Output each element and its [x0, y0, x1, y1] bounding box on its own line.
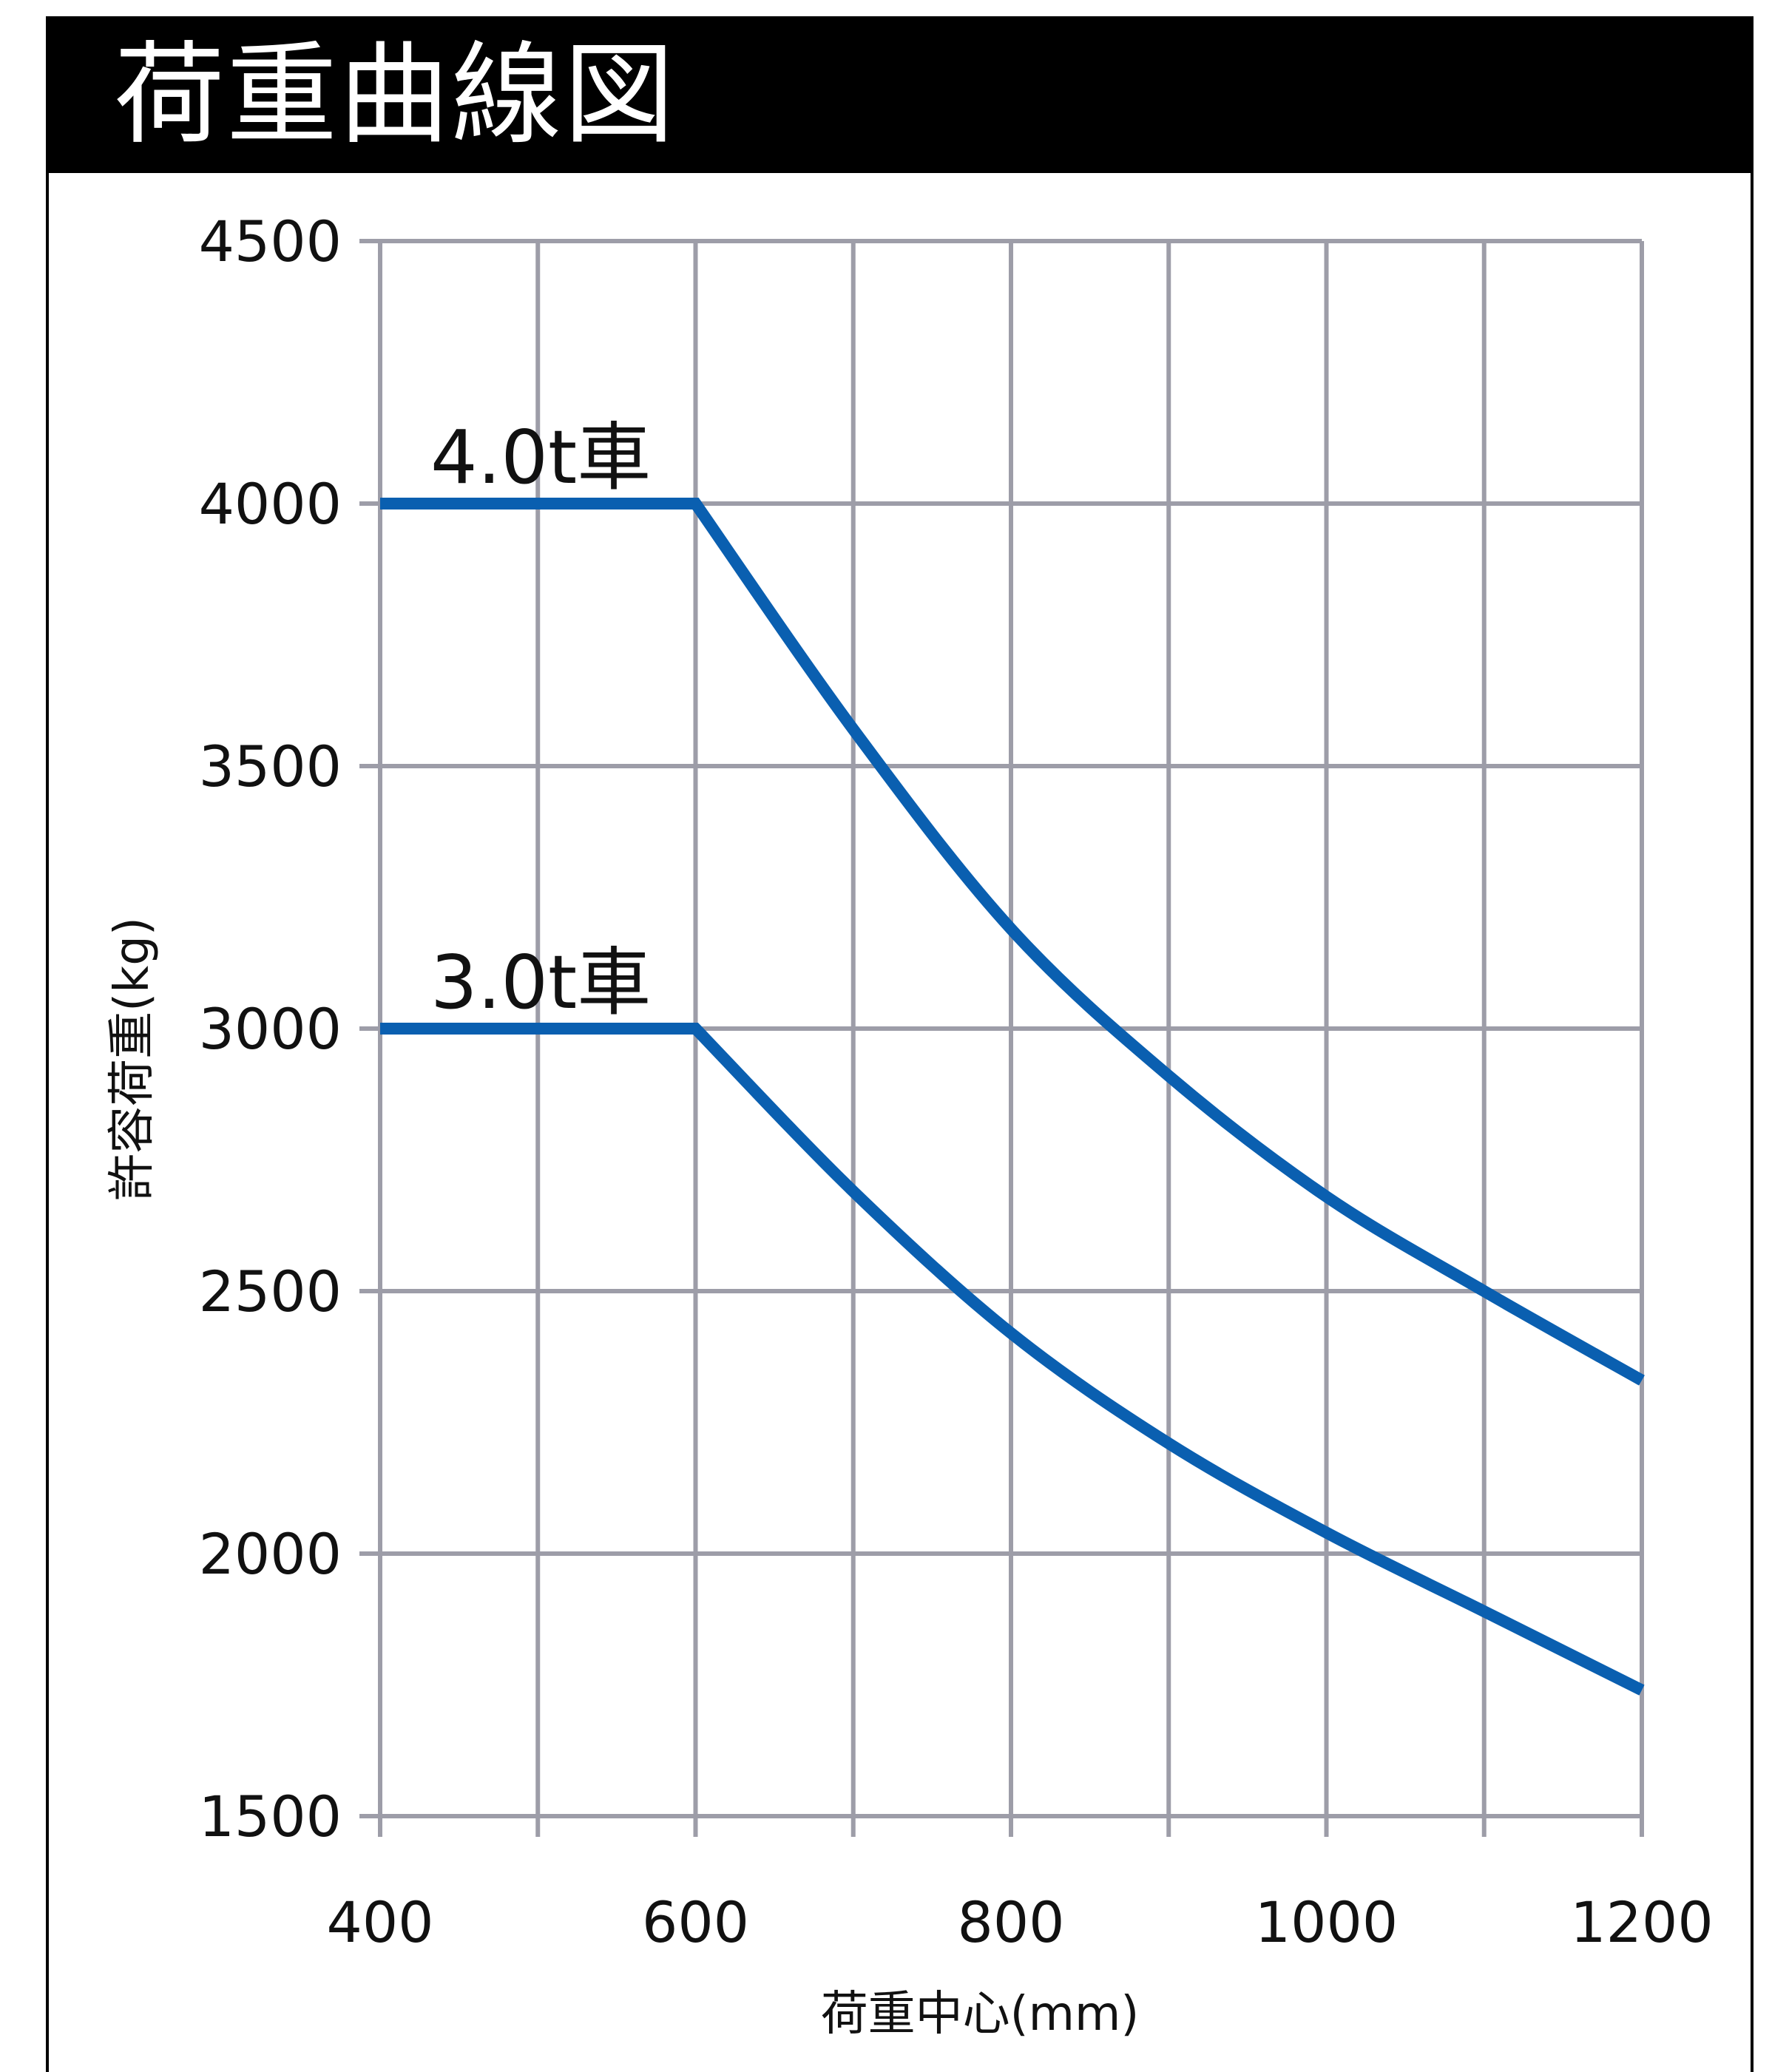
y-tick-label: 2000: [199, 1521, 342, 1587]
chart-title: 荷重曲線図: [114, 31, 677, 160]
y-tick-label: 4500: [199, 209, 342, 274]
y-tick-label: 3500: [199, 734, 342, 799]
y-tick-label: 4000: [199, 471, 342, 537]
series-lines: [380, 498, 1645, 1696]
chart-frame: 荷重曲線図: [46, 16, 1754, 2072]
x-tick-label: 1000: [1255, 1889, 1398, 1955]
y-tick-label: 1500: [199, 1784, 342, 1849]
x-tick-label: 1200: [1570, 1889, 1713, 1955]
series-line-1: [380, 498, 1645, 1386]
x-axis-title: 荷重中心(mm): [821, 1987, 1140, 2042]
series-line-2: [380, 1023, 1645, 1696]
y-tick-label: 3000: [199, 996, 342, 1062]
series-labels: 4.0t車 3.0t車: [430, 414, 651, 1026]
x-tick-label: 800: [957, 1889, 1064, 1955]
title-bar: 荷重曲線図: [49, 16, 1751, 173]
y-tick-label: 2500: [199, 1259, 342, 1324]
tick-labels: 1500 2000 2500 3000 3500 4000 4500 400 600 800 100…: [199, 209, 1714, 1955]
y-axis-title: 許容荷重(kg): [105, 917, 160, 1201]
grid: [359, 239, 1644, 1837]
series-label-1: 4.0t車: [430, 414, 651, 501]
x-tick-label: 600: [642, 1889, 749, 1955]
x-tick-label: 400: [326, 1889, 433, 1955]
series-label-2: 3.0t車: [430, 939, 651, 1026]
